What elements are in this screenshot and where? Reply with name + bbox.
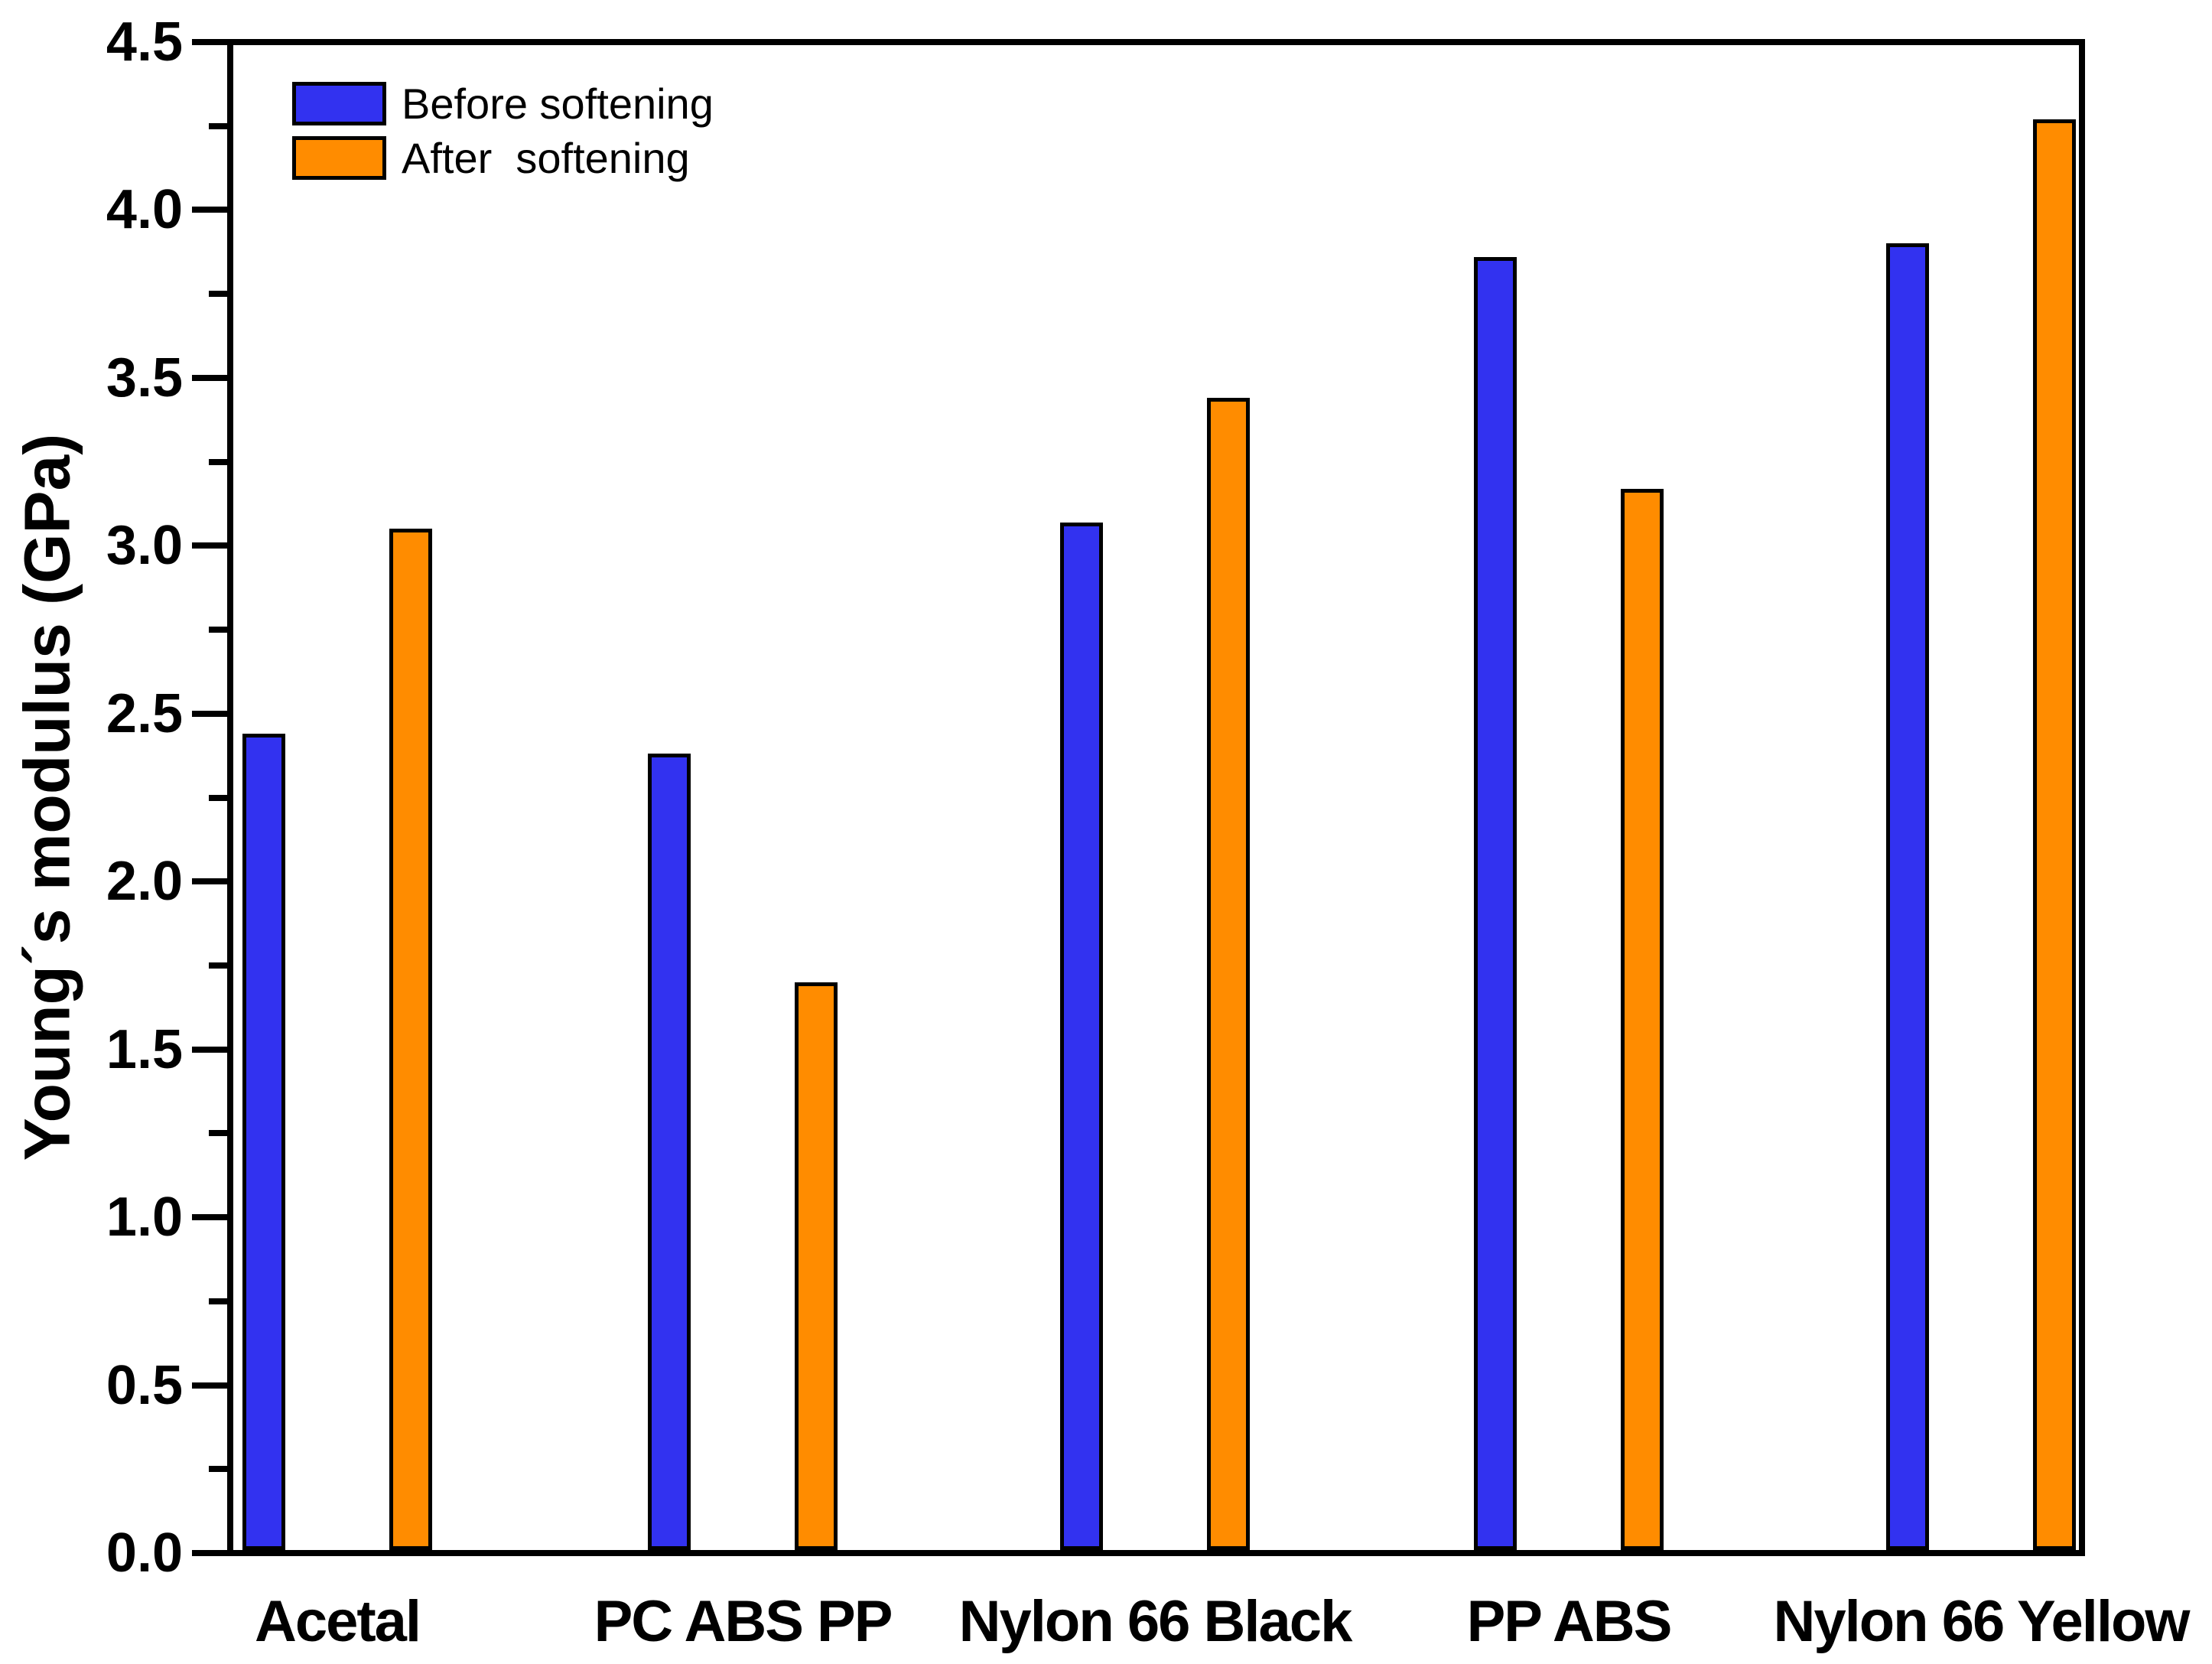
y-axis-tick-label: 3.5 bbox=[106, 347, 183, 409]
legend-item-after-softening: After softening bbox=[292, 136, 690, 180]
y-axis-major-tick bbox=[192, 710, 227, 717]
bar-pp-abs-before-softening bbox=[1474, 256, 1517, 1550]
y-axis-major-tick bbox=[192, 542, 227, 549]
y-axis-major-tick bbox=[192, 374, 227, 381]
x-axis-label-pp-abs: PP ABS bbox=[1466, 1589, 1673, 1654]
before-softening-swatch-icon bbox=[292, 82, 386, 125]
bar-pc-abs-pp-after-softening bbox=[795, 982, 838, 1550]
y-axis-major-tick bbox=[192, 878, 227, 885]
y-axis-minor-tick bbox=[209, 627, 227, 633]
y-axis-tick-label: 0.5 bbox=[106, 1354, 183, 1416]
y-axis-minor-tick bbox=[209, 458, 227, 465]
x-axis-label-pc-abs-pp: PC ABS PP bbox=[594, 1589, 893, 1654]
y-axis-tick-label: 2.0 bbox=[106, 851, 183, 913]
y-axis-tick-label: 3.0 bbox=[106, 515, 183, 577]
legend-label-before: Before softening bbox=[402, 80, 714, 128]
y-axis-tick-label: 4.0 bbox=[106, 179, 183, 241]
bar-pc-abs-pp-before-softening bbox=[648, 754, 691, 1550]
bar-nylon-66-yellow-after-softening bbox=[2033, 119, 2076, 1550]
bar-nylon-66-yellow-before-softening bbox=[1886, 243, 1929, 1550]
bar-nylon-66-black-after-softening bbox=[1207, 398, 1250, 1550]
y-axis-major-tick bbox=[192, 1550, 227, 1556]
bar-nylon-66-black-before-softening bbox=[1060, 522, 1103, 1550]
y-axis-minor-tick bbox=[209, 1130, 227, 1137]
after-softening-swatch-icon bbox=[292, 136, 386, 180]
y-axis-minor-tick bbox=[209, 1298, 227, 1304]
y-axis-tick-label: 1.5 bbox=[106, 1018, 183, 1080]
x-axis-label-acetal: Acetal bbox=[254, 1589, 421, 1654]
y-axis-major-tick bbox=[192, 1382, 227, 1389]
bar-pp-abs-after-softening bbox=[1621, 488, 1664, 1550]
y-axis-major-tick bbox=[192, 1046, 227, 1053]
bar-acetal-before-softening bbox=[242, 734, 285, 1550]
y-axis-minor-tick bbox=[209, 962, 227, 969]
y-axis-minor-tick bbox=[209, 291, 227, 298]
bar-acetal-after-softening bbox=[389, 529, 432, 1550]
y-axis-minor-tick bbox=[209, 122, 227, 129]
y-axis-major-tick bbox=[192, 39, 227, 45]
x-axis-label-nylon-66-yellow: Nylon 66 Yellow bbox=[1773, 1589, 2190, 1654]
legend-label-after: After softening bbox=[402, 134, 690, 182]
y-axis-major-tick bbox=[192, 207, 227, 213]
y-axis-tick-label: 0.0 bbox=[106, 1522, 183, 1584]
y-axis-minor-tick bbox=[209, 1466, 227, 1473]
y-axis-tick-label: 2.5 bbox=[106, 682, 183, 744]
x-axis-label-nylon-66-black: Nylon 66 Black bbox=[958, 1589, 1353, 1654]
y-axis-tick-label: 1.0 bbox=[106, 1187, 183, 1249]
legend-item-before-softening: Before softening bbox=[292, 82, 714, 125]
plot-area bbox=[227, 39, 2085, 1556]
y-axis-major-tick bbox=[192, 1214, 227, 1221]
y-axis-minor-tick bbox=[209, 794, 227, 801]
y-axis-tick-label: 4.5 bbox=[106, 11, 183, 73]
